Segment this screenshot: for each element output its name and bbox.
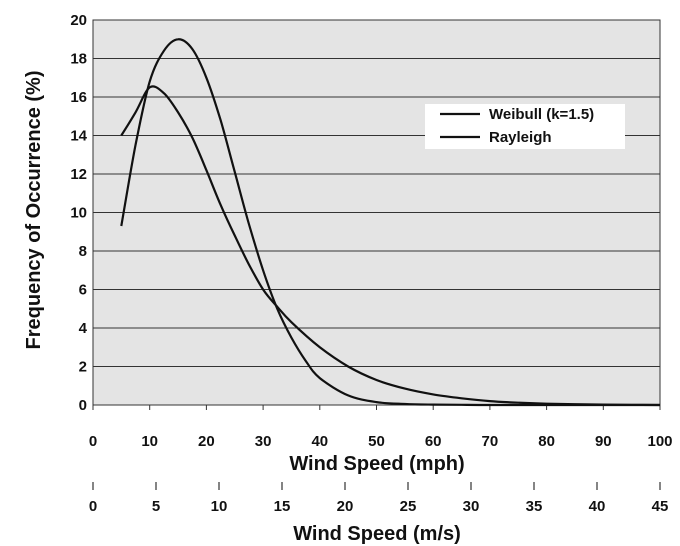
series-line-0 bbox=[120, 85, 661, 407]
secondary-x-tick-label: 40 bbox=[589, 498, 606, 515]
x-tick-label: 50 bbox=[368, 433, 385, 450]
x-tick-label: 20 bbox=[198, 433, 215, 450]
series-layer bbox=[120, 38, 661, 407]
x-axis-ticks: 0 10 20 30 40 50 60 70 80 90 100 bbox=[89, 405, 673, 450]
y-tick-label: 10 bbox=[70, 205, 87, 222]
secondary-x-tick-label: 0 bbox=[89, 498, 97, 515]
x-tick-label: 30 bbox=[255, 433, 272, 450]
legend: Weibull (k=1.5) Rayleigh bbox=[425, 104, 625, 149]
secondary-x-tick-label: 30 bbox=[463, 498, 480, 515]
legend-label: Weibull (k=1.5) bbox=[489, 106, 594, 123]
x-tick-label: 90 bbox=[595, 433, 612, 450]
y-tick-label: 16 bbox=[70, 89, 87, 106]
y-axis-ticks: 0 2 4 6 8 10 12 14 16 18 20 bbox=[70, 12, 87, 414]
secondary-x-tick-label: 25 bbox=[400, 498, 417, 515]
legend-box bbox=[425, 104, 625, 149]
x-tick-label: 60 bbox=[425, 433, 442, 450]
x-tick-label: 0 bbox=[89, 433, 97, 450]
series-line-1 bbox=[120, 38, 660, 407]
y-tick-label: 6 bbox=[79, 282, 87, 299]
y-tick-label: 8 bbox=[79, 243, 87, 260]
y-tick-label: 12 bbox=[70, 166, 87, 183]
y-tick-label: 0 bbox=[79, 397, 87, 414]
secondary-x-tick-label: 20 bbox=[337, 498, 354, 515]
y-tick-label: 4 bbox=[79, 320, 88, 337]
x-tick-label: 80 bbox=[538, 433, 555, 450]
y-axis-title: Frequency of Occurrence (%) bbox=[23, 71, 45, 350]
y-tick-label: 20 bbox=[70, 12, 87, 29]
x-tick-label: 40 bbox=[311, 433, 328, 450]
secondary-x-tick-label: 35 bbox=[526, 498, 543, 515]
x-axis-title: Wind Speed (mph) bbox=[289, 453, 464, 475]
x-tick-label: 10 bbox=[141, 433, 158, 450]
y-tick-label: 14 bbox=[70, 128, 87, 145]
secondary-x-tick-label: 5 bbox=[152, 498, 160, 515]
secondary-x-axis-ticks: 0 5 10 15 20 25 30 35 40 45 bbox=[89, 482, 669, 515]
y-tick-label: 18 bbox=[70, 51, 87, 68]
legend-label: Rayleigh bbox=[489, 129, 552, 146]
x-tick-label: 100 bbox=[647, 433, 672, 450]
secondary-x-axis-title: Wind Speed (m/s) bbox=[293, 523, 461, 545]
secondary-x-tick-label: 10 bbox=[211, 498, 228, 515]
secondary-x-tick-label: 45 bbox=[652, 498, 669, 515]
y-tick-label: 2 bbox=[79, 359, 87, 376]
secondary-x-tick-label: 15 bbox=[274, 498, 291, 515]
x-tick-label: 70 bbox=[482, 433, 499, 450]
